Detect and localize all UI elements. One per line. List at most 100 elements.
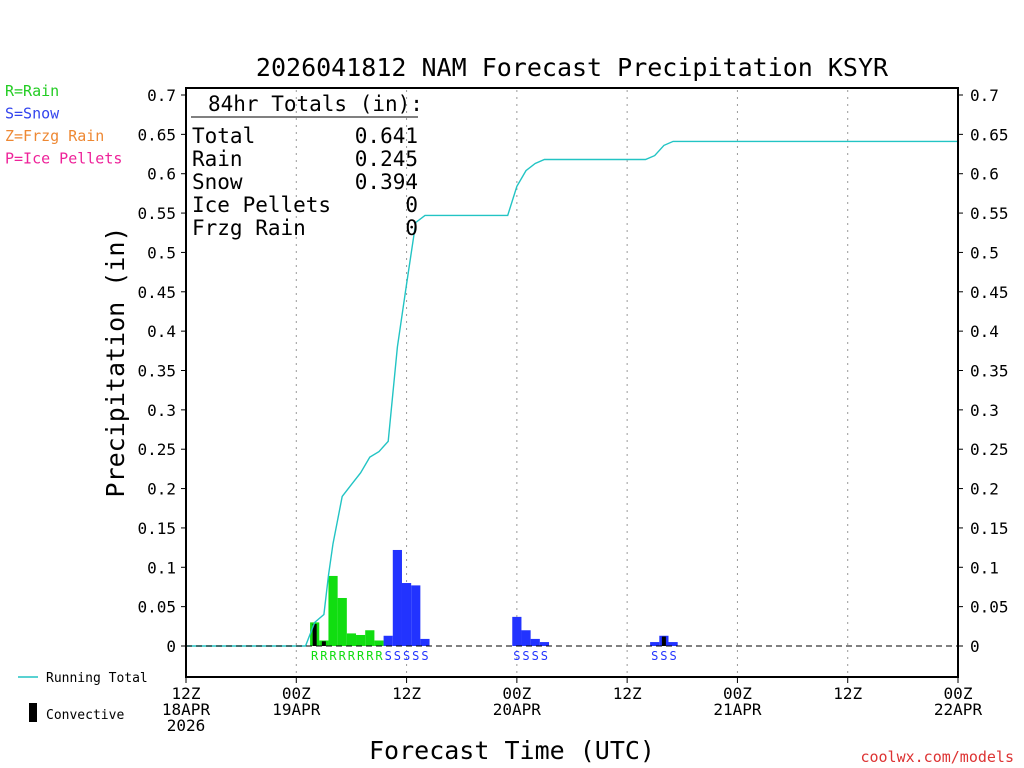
ptype-legend: R=Rain S=Snow Z=Frzg Rain P=Ice Pellets bbox=[5, 82, 122, 168]
y-tick-label-right: 0.45 bbox=[970, 283, 1009, 302]
ptype-marker-letter: S bbox=[651, 649, 658, 663]
running-total-legend-label: Running Total bbox=[46, 671, 148, 686]
totals-row-label: Frzg Rain bbox=[192, 216, 306, 240]
ptype-marker-letter: S bbox=[669, 649, 676, 663]
convective-bars bbox=[312, 623, 666, 646]
x-tick-label: 12Z bbox=[392, 684, 421, 703]
y-tick-label-right: 0.5 bbox=[970, 243, 999, 262]
y-tick-label-left: 0.3 bbox=[147, 401, 176, 420]
totals-header: 84hr Totals (in): bbox=[208, 92, 423, 116]
rain-bar bbox=[365, 630, 375, 646]
y-tick-label-right: 0.25 bbox=[970, 440, 1009, 459]
y-tick-label-right: 0.1 bbox=[970, 558, 999, 577]
ptype-legend-item: Z=Frzg Rain bbox=[5, 127, 104, 145]
totals-row-value: 0 bbox=[405, 216, 418, 240]
ptype-marker-letter: S bbox=[660, 649, 667, 663]
ptype-legend-item: S=Snow bbox=[5, 105, 60, 123]
series-legend: Running Total Convective bbox=[18, 671, 148, 723]
ptype-legend-item: P=Ice Pellets bbox=[5, 150, 122, 168]
convective-legend-label: Convective bbox=[46, 708, 124, 723]
ptype-marker-letter: S bbox=[394, 649, 401, 663]
totals-row-value: 0 bbox=[405, 193, 418, 217]
x-tick-label: 2026 bbox=[167, 716, 206, 735]
totals-row-value: 0.245 bbox=[355, 147, 418, 171]
y-tick-label-left: 0.7 bbox=[147, 86, 176, 105]
y-tick-label-right: 0.35 bbox=[970, 362, 1009, 381]
ptype-marker-letter: S bbox=[412, 649, 419, 663]
x-axis-label: Forecast Time (UTC) bbox=[369, 736, 655, 765]
y-tick-label-left: 0.5 bbox=[147, 243, 176, 262]
y-axis-left: 0 0.05 0.1 0.15 0.2 0.25 0.3 0.35 0.4 0.45 0.5 0.55… bbox=[137, 86, 186, 656]
snow-bar bbox=[512, 616, 522, 646]
ptype-marker-letter: R bbox=[339, 649, 347, 663]
y-tick-label-left: 0.45 bbox=[137, 283, 176, 302]
snow-bar bbox=[392, 549, 402, 646]
ptype-marker-letter: R bbox=[375, 649, 383, 663]
y-axis-right: 0 0.05 0.1 0.15 0.2 0.25 0.3 0.35 0.4 0.45 0.5 0.55… bbox=[958, 86, 1009, 656]
ptype-marker-letter: R bbox=[311, 649, 319, 663]
running-total-series bbox=[186, 140, 958, 647]
y-tick-label-left: 0.05 bbox=[137, 598, 176, 617]
ptype-marker-letter: S bbox=[513, 649, 520, 663]
rain-bar bbox=[328, 575, 338, 646]
ptype-marker-letter: S bbox=[541, 649, 548, 663]
rain-bar bbox=[346, 633, 357, 646]
x-tick-label: 00Z bbox=[502, 684, 531, 703]
totals-row-label: Snow bbox=[192, 170, 243, 194]
x-tick-label: 12Z bbox=[172, 684, 201, 703]
snow-bar bbox=[521, 630, 531, 646]
y-tick-label-right: 0.65 bbox=[970, 125, 1009, 144]
y-tick-label-right: 0.2 bbox=[970, 480, 999, 499]
snow-bar bbox=[411, 585, 421, 646]
credit-text: coolwx.com/models bbox=[860, 748, 1014, 766]
x-tick-label: 00Z bbox=[723, 684, 752, 703]
snow-bar bbox=[650, 642, 660, 646]
running-total-line bbox=[186, 140, 958, 647]
convective-bar bbox=[321, 641, 326, 646]
convective-legend-swatch bbox=[29, 703, 37, 722]
rain-bar bbox=[374, 640, 384, 646]
ptype-marker-letter: R bbox=[348, 649, 356, 663]
y-tick-label-left: 0.15 bbox=[137, 519, 176, 538]
ptype-marker-letter: S bbox=[403, 649, 410, 663]
totals-row-label: Total bbox=[192, 124, 255, 148]
precip-bars bbox=[310, 549, 678, 646]
totals-row-value: 0.394 bbox=[355, 170, 418, 194]
y-tick-label-right: 0.55 bbox=[970, 204, 1009, 223]
plot-frame bbox=[185, 87, 959, 678]
totals-row-label: Rain bbox=[192, 147, 243, 171]
y-tick-label-left: 0.2 bbox=[147, 480, 176, 499]
y-axis-label: Precipitation (in) bbox=[101, 227, 130, 498]
x-tick-label: 00Z bbox=[944, 684, 973, 703]
x-tick-label: 12Z bbox=[833, 684, 862, 703]
y-tick-label-left: 0 bbox=[166, 637, 176, 656]
y-tick-label-left: 0.1 bbox=[147, 558, 176, 577]
x-tick-label: 18APR bbox=[162, 700, 211, 719]
rain-bar bbox=[356, 634, 366, 646]
y-tick-label-right: 0.6 bbox=[970, 165, 999, 184]
snow-bar bbox=[420, 638, 430, 646]
y-tick-label-left: 0.6 bbox=[147, 165, 176, 184]
ptype-marker-letter: R bbox=[329, 649, 337, 663]
snow-bar bbox=[539, 642, 550, 646]
x-tick-label: 22APR bbox=[934, 700, 983, 719]
snow-bar bbox=[668, 642, 678, 646]
y-tick-label-left: 0.4 bbox=[147, 322, 176, 341]
ptype-marker-letter: S bbox=[421, 649, 428, 663]
totals-row-value: 0.641 bbox=[355, 124, 418, 148]
ptype-marker-letter: S bbox=[532, 649, 539, 663]
x-tick-label: 21APR bbox=[713, 700, 762, 719]
snow-bar bbox=[530, 638, 540, 646]
y-tick-label-right: 0 bbox=[970, 637, 980, 656]
x-tick-label: 20APR bbox=[493, 700, 542, 719]
ptype-legend-item: R=Rain bbox=[5, 82, 59, 100]
x-tick-label: 12Z bbox=[613, 684, 642, 703]
rain-bar bbox=[337, 597, 347, 646]
y-tick-label-left: 0.25 bbox=[137, 440, 176, 459]
chart-title: 2026041812 NAM Forecast Precipitation KS… bbox=[256, 53, 889, 82]
ptype-marker-letter: R bbox=[320, 649, 328, 663]
y-tick-label-right: 0.05 bbox=[970, 598, 1009, 617]
snow-bar bbox=[383, 635, 393, 646]
